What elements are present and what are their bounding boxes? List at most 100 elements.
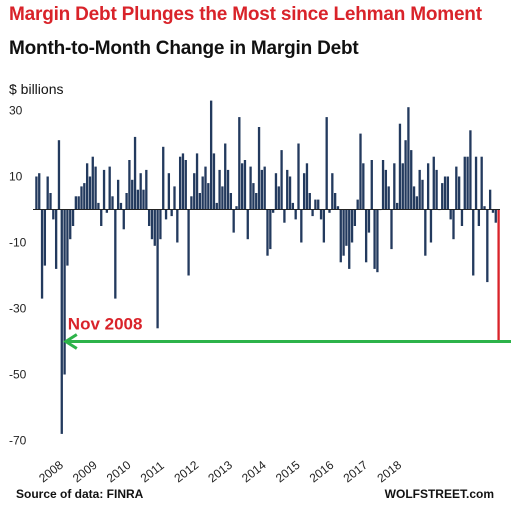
source-note: Source of data: FINRA bbox=[16, 487, 144, 501]
bar bbox=[297, 143, 300, 210]
y-tick-label: -30 bbox=[9, 302, 27, 316]
bar bbox=[97, 202, 100, 210]
bar bbox=[57, 140, 61, 210]
bar bbox=[339, 209, 342, 263]
bar bbox=[60, 209, 63, 434]
bar bbox=[187, 209, 190, 276]
bar bbox=[384, 169, 388, 210]
bar bbox=[404, 140, 407, 210]
bar bbox=[176, 209, 179, 243]
bar bbox=[322, 209, 326, 243]
bar bbox=[280, 150, 283, 210]
bar bbox=[395, 202, 399, 210]
bar bbox=[52, 209, 55, 220]
bar bbox=[150, 209, 154, 240]
bar bbox=[393, 163, 396, 210]
bar bbox=[274, 173, 278, 210]
bar bbox=[111, 196, 114, 210]
bar bbox=[370, 160, 373, 210]
bar bbox=[483, 206, 486, 210]
bar bbox=[252, 183, 255, 210]
bar bbox=[342, 209, 345, 256]
bar bbox=[190, 196, 193, 210]
x-tick-label: 2009 bbox=[70, 458, 100, 486]
bar bbox=[221, 186, 224, 210]
x-tick-label: 2008 bbox=[36, 458, 66, 486]
annotation-arrowhead bbox=[63, 333, 78, 350]
bar bbox=[139, 173, 142, 210]
bar bbox=[49, 193, 52, 210]
bar bbox=[136, 189, 140, 210]
bar bbox=[387, 186, 390, 210]
bar bbox=[218, 169, 221, 210]
bar bbox=[314, 199, 317, 210]
bar bbox=[164, 209, 168, 220]
y-tick-label: 30 bbox=[9, 104, 23, 118]
bar bbox=[77, 196, 80, 210]
bar bbox=[356, 199, 359, 210]
bar bbox=[249, 166, 252, 210]
bar bbox=[131, 179, 134, 210]
bar bbox=[260, 169, 264, 210]
bar bbox=[207, 183, 210, 210]
annotation-label: Nov 2008 bbox=[68, 315, 143, 334]
bar bbox=[195, 153, 199, 210]
bar bbox=[305, 163, 309, 210]
bar bbox=[271, 209, 275, 213]
bar bbox=[277, 186, 280, 210]
bar bbox=[460, 209, 464, 226]
x-tick-label: 2018 bbox=[374, 458, 404, 486]
bar bbox=[38, 173, 41, 210]
y-tick-label: 10 bbox=[9, 170, 23, 184]
bar bbox=[66, 209, 69, 266]
bar bbox=[204, 166, 207, 210]
bar bbox=[302, 173, 306, 210]
bar bbox=[100, 209, 103, 226]
bar bbox=[40, 209, 44, 299]
bar bbox=[122, 209, 125, 230]
bar bbox=[173, 186, 176, 210]
bar bbox=[390, 209, 393, 250]
x-tick-label: 2013 bbox=[205, 458, 235, 486]
bar bbox=[455, 166, 458, 210]
bar bbox=[412, 186, 416, 210]
bar-highlight bbox=[497, 209, 500, 342]
bar bbox=[457, 176, 461, 210]
bar bbox=[119, 202, 123, 210]
bar bbox=[269, 209, 272, 250]
bar bbox=[469, 130, 472, 210]
bar bbox=[446, 176, 450, 210]
bar bbox=[184, 160, 187, 210]
bar bbox=[426, 163, 430, 210]
bar bbox=[229, 193, 233, 210]
bar bbox=[364, 209, 368, 263]
bar bbox=[257, 127, 261, 210]
y-axis-unit-label: $ billions bbox=[9, 81, 64, 97]
bar bbox=[429, 209, 433, 243]
bar bbox=[474, 156, 478, 210]
bar bbox=[494, 209, 497, 223]
bar bbox=[311, 209, 314, 217]
y-tick-label: -70 bbox=[9, 434, 27, 448]
bar bbox=[317, 199, 320, 210]
bar bbox=[246, 209, 249, 240]
x-tick-label: 2012 bbox=[172, 458, 202, 486]
chart-subtitle: Month-to-Month Change in Margin Debt bbox=[9, 38, 359, 59]
bar bbox=[350, 209, 354, 243]
bar bbox=[410, 150, 413, 210]
bar bbox=[398, 123, 402, 210]
x-tick-label: 2011 bbox=[138, 458, 167, 485]
bar bbox=[226, 169, 230, 210]
bar bbox=[441, 183, 444, 210]
x-tick-label: 2015 bbox=[273, 458, 303, 486]
bar bbox=[288, 176, 292, 210]
bar bbox=[336, 206, 340, 210]
bar bbox=[362, 163, 365, 210]
bar bbox=[319, 209, 323, 220]
bar bbox=[449, 209, 452, 220]
bar bbox=[240, 163, 244, 210]
bar bbox=[491, 209, 495, 213]
annotation: Nov 2008 bbox=[63, 315, 511, 350]
bar bbox=[88, 176, 92, 210]
bar bbox=[170, 209, 173, 217]
